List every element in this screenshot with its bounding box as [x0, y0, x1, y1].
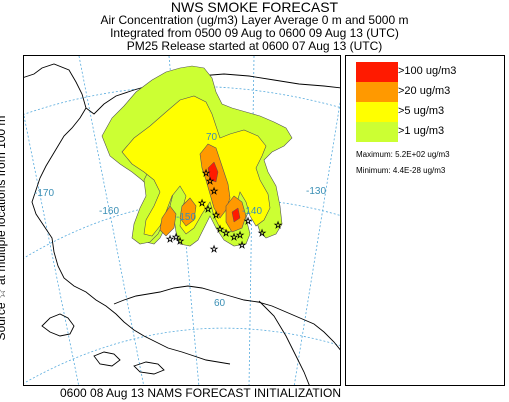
svg-text:☆: ☆ — [166, 235, 174, 245]
smoke-100-contour — [207, 161, 241, 223]
svg-text:☆: ☆ — [172, 233, 180, 243]
graticule-lon-m130 — [293, 100, 340, 385]
svg-text:☆: ☆ — [210, 245, 218, 255]
svg-text:☆: ☆ — [222, 229, 230, 239]
svg-text:☆: ☆ — [210, 187, 218, 197]
svg-text:☆: ☆ — [212, 211, 220, 221]
integration-period: Integrated from 0500 09 Aug to 0600 09 A… — [110, 26, 399, 40]
concentration-subtitle: Air Concentration (ug/m3) Layer Average … — [100, 13, 409, 27]
svg-text:☆: ☆ — [202, 169, 210, 179]
svg-text:☆: ☆ — [198, 199, 206, 209]
map-panel: ☆ ☆ ☆ ☆ ☆ ☆ ☆ ☆ ☆ ☆ ☆ ☆ ☆ ☆ ☆ ☆ ☆ ☆ -170 -160 -150 -… — [23, 55, 341, 386]
svg-text:☆: ☆ — [216, 225, 224, 235]
graticule-lon-m150 — [168, 56, 200, 385]
legend-label-5: >5 ug/m3 — [398, 105, 445, 117]
legend-panel: >100 ug/m3 >20 ug/m3 >5 ug/m3 >1 ug/m3 M… — [345, 55, 505, 386]
legend-maximum: Maximum: 5.2E+02 ug/m3 — [356, 150, 450, 159]
source-location-label: Source ☆ at multiple locations from 100 … — [0, 116, 8, 341]
legend-swatch-100 — [356, 62, 398, 82]
release-info: PM25 Release started at 0600 07 Aug 13 (… — [126, 39, 383, 53]
legend-label-1: >1 ug/m3 — [398, 125, 445, 137]
svg-text:☆: ☆ — [206, 177, 214, 187]
svg-text:☆: ☆ — [258, 229, 266, 239]
legend-minimum: Minimum: 4.4E-28 ug/m3 — [356, 166, 446, 175]
svg-text:☆: ☆ — [236, 231, 244, 241]
forecast-title: NWS SMOKE FORECAST — [170, 0, 339, 15]
graticule-label-lon-m170: -170 — [34, 188, 54, 199]
svg-text:☆: ☆ — [176, 237, 184, 247]
graticule-lon-m140 — [248, 56, 255, 385]
source-stars: ☆☆☆ ☆☆☆ ☆☆☆ ☆☆ ☆ ☆☆☆ ☆☆☆ — [166, 169, 283, 256]
svg-text:☆: ☆ — [230, 233, 238, 243]
graticule-labels: -170 -160 -150 -140 -130 60 70 — [34, 132, 326, 309]
svg-text:☆: ☆ — [244, 217, 252, 227]
graticule-lat-50 — [24, 327, 340, 384]
graticule-label-lat-60: 60 — [214, 298, 226, 309]
legend-swatch-20 — [356, 82, 398, 102]
legend-swatch-1 — [356, 122, 398, 142]
graticule-label-lon-m150: -150 — [176, 212, 196, 223]
svg-text:☆: ☆ — [238, 241, 246, 251]
graticule-label-lat-70: 70 — [206, 132, 218, 143]
graticule-label-lon-m140: -140 — [242, 206, 262, 217]
coastline — [24, 63, 340, 385]
graticule-label-lon-m130: -130 — [306, 186, 326, 197]
svg-text:☆: ☆ — [204, 205, 212, 215]
svg-text:☆: ☆ — [274, 221, 282, 231]
smoke-map: ☆☆☆ ☆☆☆ ☆☆☆ ☆☆ ☆ ☆☆☆ ☆☆☆ -170 -160 -150 -… — [24, 56, 340, 385]
initialization-label: 0600 08 Aug 13 NAMS FORECAST INITIALIZAT… — [60, 386, 341, 400]
legend-swatch-5 — [356, 102, 398, 122]
graticule-label-lon-m160: -160 — [99, 206, 119, 217]
legend-label-100: >100 ug/m3 — [398, 65, 457, 77]
legend-label-20: >20 ug/m3 — [398, 85, 451, 97]
